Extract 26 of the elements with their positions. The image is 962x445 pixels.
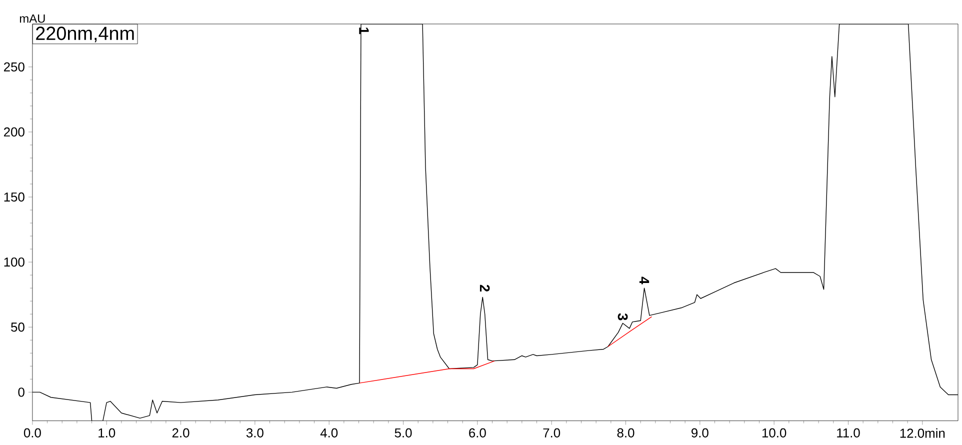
- annotation: 3: [618, 313, 628, 320]
- y-tick-label: 100: [4, 258, 24, 267]
- x-tick-label: 1.0: [98, 428, 116, 438]
- x-tick-label: 5.0: [394, 428, 412, 438]
- y-tick-label: 0: [18, 388, 24, 397]
- x-tick-label: 2.0: [172, 428, 190, 438]
- x-tick-label: 10.0: [762, 428, 786, 438]
- annotation: 2: [480, 284, 490, 292]
- y-tick-label: 200: [4, 127, 24, 137]
- x-tick-label: 3.0: [246, 428, 264, 438]
- y-tick-label: 50: [11, 322, 24, 332]
- x-tick-label: 12.0min: [900, 428, 945, 438]
- x-tick-label: 6.0: [469, 428, 486, 438]
- annotation: 4: [639, 276, 650, 284]
- text: 220nm,4nm: [36, 26, 134, 42]
- annotation: 1: [359, 28, 369, 34]
- line-series: [32, 24, 958, 421]
- x-tick-label: 0.0: [24, 428, 41, 438]
- x-tick-label: 9.0: [692, 428, 708, 438]
- x-tick-label: 4.0: [320, 428, 338, 438]
- x-tick-label: 8.0: [617, 428, 634, 438]
- x-tick-label: 11.0: [837, 428, 860, 438]
- x-tick-label: 7.0: [543, 428, 560, 438]
- y-tick-label: 150: [4, 192, 24, 202]
- y-axis-title: mAU: [20, 14, 45, 23]
- y-tick-label: 250: [4, 62, 24, 72]
